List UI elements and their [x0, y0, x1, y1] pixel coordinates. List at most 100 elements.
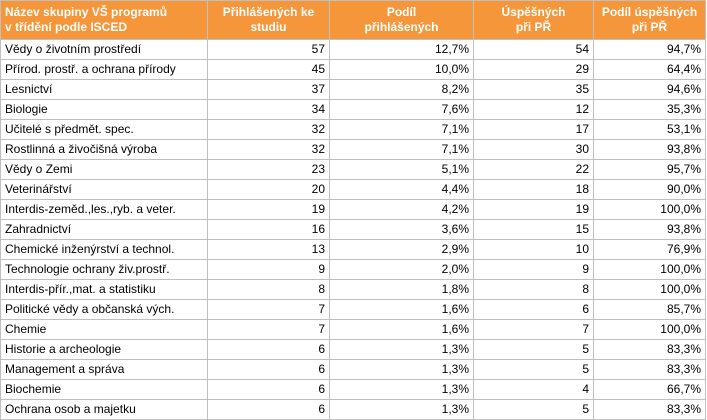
cell-success-share: 93,8% [593, 219, 706, 240]
header-applicants-share: Podíl přihlášených [329, 0, 474, 40]
table-row: Management a správa 6 1,3% 5 83,3% [0, 359, 706, 380]
cell-successful: 54 [473, 39, 594, 60]
cell-applicants: 45 [207, 59, 330, 80]
cell-applicants: 7 [207, 299, 330, 320]
header-successful-line1: Úspěšných [501, 5, 566, 19]
cell-applicants: 6 [207, 359, 330, 380]
cell-success-share: 95,7% [593, 159, 706, 180]
cell-applicants-share: 2,9% [329, 239, 474, 260]
cell-group-name: Rostlinná a živočišná výroba [0, 139, 208, 160]
cell-group-name: Zahradnictví [0, 219, 208, 240]
cell-applicants: 6 [207, 379, 330, 400]
header-group-name-line2: v třídění podle ISCED [5, 20, 128, 34]
cell-success-share: 100,0% [593, 259, 706, 280]
header-applicants-share-line2: přihlášených [364, 20, 439, 34]
cell-group-name: Přírod. prostř. a ochrana přírody [0, 59, 208, 80]
cell-success-share: 76,9% [593, 239, 706, 260]
header-successful: Úspěšných při PŘ [473, 0, 594, 40]
table-row: Ochrana osob a majetku 6 1,3% 5 83,3% [0, 399, 706, 420]
cell-successful: 10 [473, 239, 594, 260]
cell-successful: 4 [473, 379, 594, 400]
header-success-share: Podíl úspěšných při PŘ [593, 0, 706, 40]
table-row: Historie a archeologie 6 1,3% 5 83,3% [0, 339, 706, 360]
cell-successful: 19 [473, 199, 594, 220]
cell-successful: 30 [473, 139, 594, 160]
cell-successful: 7 [473, 319, 594, 340]
cell-group-name: Politické vědy a občanská vých. [0, 299, 208, 320]
cell-applicants-share: 7,1% [329, 139, 474, 160]
cell-applicants-share: 8,2% [329, 79, 474, 100]
cell-applicants-share: 1,3% [329, 339, 474, 360]
cell-group-name: Lesnictví [0, 79, 208, 100]
header-applicants-share-line1: Podíl [386, 5, 417, 19]
cell-applicants-share: 4,4% [329, 179, 474, 200]
table-row: Biologie 34 7,6% 12 35,3% [0, 99, 706, 120]
cell-success-share: 35,3% [593, 99, 706, 120]
cell-successful: 22 [473, 159, 594, 180]
table-row: Vědy o Zemi 23 5,1% 22 95,7% [0, 159, 706, 180]
cell-success-share: 94,7% [593, 39, 706, 60]
cell-success-share: 66,7% [593, 379, 706, 400]
cell-applicants: 8 [207, 279, 330, 300]
cell-success-share: 94,6% [593, 79, 706, 100]
cell-group-name: Veterinářství [0, 179, 208, 200]
cell-applicants-share: 1,3% [329, 399, 474, 420]
header-success-share-line2: při PŘ [631, 20, 668, 34]
cell-successful: 12 [473, 99, 594, 120]
table-row: Vědy o životním prostředí 57 12,7% 54 94,7% [0, 39, 706, 60]
header-applicants-line2: studiu [250, 20, 287, 34]
cell-applicants-share: 1,6% [329, 319, 474, 340]
table-row: Interdis-zeměd.,les.,ryb. a veter. 19 4,2%… [0, 199, 706, 220]
cell-applicants: 6 [207, 339, 330, 360]
cell-applicants-share: 7,6% [329, 99, 474, 120]
cell-group-name: Ochrana osob a majetku [0, 399, 208, 420]
cell-group-name: Biochemie [0, 379, 208, 400]
cell-applicants: 6 [207, 399, 330, 420]
cell-applicants-share: 5,1% [329, 159, 474, 180]
cell-applicants-share: 2,0% [329, 259, 474, 280]
cell-success-share: 93,8% [593, 139, 706, 160]
header-successful-line2: při PŘ [515, 20, 552, 34]
cell-success-share: 90,0% [593, 179, 706, 200]
cell-applicants-share: 4,2% [329, 199, 474, 220]
cell-applicants: 7 [207, 319, 330, 340]
cell-successful: 5 [473, 339, 594, 360]
cell-applicants: 32 [207, 139, 330, 160]
cell-success-share: 83,3% [593, 359, 706, 380]
cell-group-name: Učitelé s předmět. spec. [0, 119, 208, 140]
cell-successful: 29 [473, 59, 594, 80]
cell-success-share: 100,0% [593, 199, 706, 220]
cell-applicants-share: 1,6% [329, 299, 474, 320]
cell-success-share: 64,4% [593, 59, 706, 80]
cell-success-share: 83,3% [593, 339, 706, 360]
cell-group-name: Technologie ochrany živ.prostř. [0, 259, 208, 280]
cell-successful: 8 [473, 279, 594, 300]
cell-group-name: Chemie [0, 319, 208, 340]
cell-successful: 6 [473, 299, 594, 320]
cell-applicants: 57 [207, 39, 330, 60]
table-row: Lesnictví 37 8,2% 35 94,6% [0, 79, 706, 100]
cell-successful: 17 [473, 119, 594, 140]
table-row: Chemie 7 1,6% 7 100,0% [0, 319, 706, 340]
cell-successful: 5 [473, 399, 594, 420]
table-row: Zahradnictví 16 3,6% 15 93,8% [0, 219, 706, 240]
table-row: Biochemie 6 1,3% 4 66,7% [0, 379, 706, 400]
header-group-name: Název skupiny VŠ programů v třídění podl… [0, 0, 208, 40]
cell-applicants-share: 10,0% [329, 59, 474, 80]
cell-applicants-share: 12,7% [329, 39, 474, 60]
cell-success-share: 100,0% [593, 319, 706, 340]
cell-group-name: Management a správa [0, 359, 208, 380]
header-row: Název skupiny VŠ programů v třídění podl… [0, 0, 706, 40]
cell-applicants: 23 [207, 159, 330, 180]
cell-applicants: 37 [207, 79, 330, 100]
cell-applicants: 13 [207, 239, 330, 260]
header-success-share-line1: Podíl úspěšných [601, 5, 698, 19]
cell-applicants: 9 [207, 259, 330, 280]
table-row: Rostlinná a živočišná výroba 32 7,1% 30 93,8… [0, 139, 706, 160]
table-row: Učitelé s předmět. spec. 32 7,1% 17 53,1% [0, 119, 706, 140]
table-body: Vědy o životním prostředí 57 12,7% 54 94,7% P… [0, 39, 706, 420]
cell-success-share: 100,0% [593, 279, 706, 300]
cell-successful: 35 [473, 79, 594, 100]
cell-success-share: 85,7% [593, 299, 706, 320]
